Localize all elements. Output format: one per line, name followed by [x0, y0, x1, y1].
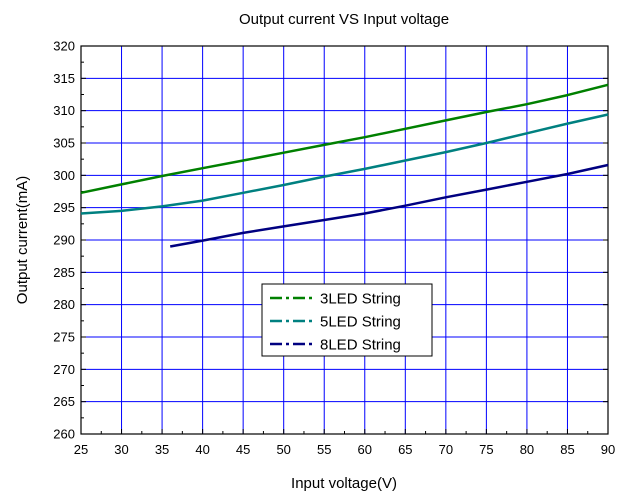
- y-tick-label: 315: [53, 71, 75, 86]
- y-tick-label: 295: [53, 200, 75, 215]
- x-tick-label: 30: [114, 442, 128, 457]
- x-tick-label: 35: [155, 442, 169, 457]
- x-tick-label: 50: [276, 442, 290, 457]
- y-tick-label: 285: [53, 265, 75, 280]
- x-tick-label: 85: [560, 442, 574, 457]
- chart-title: Output current VS Input voltage: [239, 11, 449, 28]
- series-line: [80, 83, 609, 195]
- x-tick-label: 60: [358, 442, 372, 457]
- x-axis-label: Input voltage(V): [291, 475, 397, 492]
- x-tick-label: 25: [74, 442, 88, 457]
- x-tick-label: 45: [236, 442, 250, 457]
- y-tick-label: 260: [53, 427, 75, 442]
- series-lines: [80, 83, 609, 248]
- x-tick-label: 40: [195, 442, 209, 457]
- y-tick-label: 320: [53, 39, 75, 54]
- y-tick-label: 305: [53, 136, 75, 151]
- series-line: [80, 113, 609, 215]
- x-tick-label: 55: [317, 442, 331, 457]
- legend-label: 5LED String: [320, 314, 401, 331]
- axis-ticks: 25 30 35 40 45 50 55 60 65 70 75 80 85 90 260 265 270 275…: [53, 39, 615, 458]
- y-tick-label: 265: [53, 394, 75, 409]
- x-tick-label: 75: [479, 442, 493, 457]
- legend-box: [261, 283, 433, 357]
- legend-label: 3LED String: [320, 291, 401, 308]
- y-tick-label: 290: [53, 233, 75, 248]
- y-tick-label: 280: [53, 297, 75, 312]
- y-tick-label: 270: [53, 362, 75, 377]
- x-tick-label: 65: [398, 442, 412, 457]
- x-tick-label: 70: [439, 442, 453, 457]
- y-tick-label: 310: [53, 103, 75, 118]
- y-tick-label: 275: [53, 330, 75, 345]
- x-tick-label: 90: [601, 442, 615, 457]
- x-tick-label: 80: [520, 442, 534, 457]
- y-axis-label: Output current(mA): [14, 176, 31, 304]
- legend: 3LED String 5LED String 8LED String: [261, 283, 433, 357]
- y-tick-label: 300: [53, 168, 75, 183]
- grid-lines: [81, 46, 608, 434]
- series-line: [169, 163, 609, 248]
- legend-label: 8LED String: [320, 337, 401, 354]
